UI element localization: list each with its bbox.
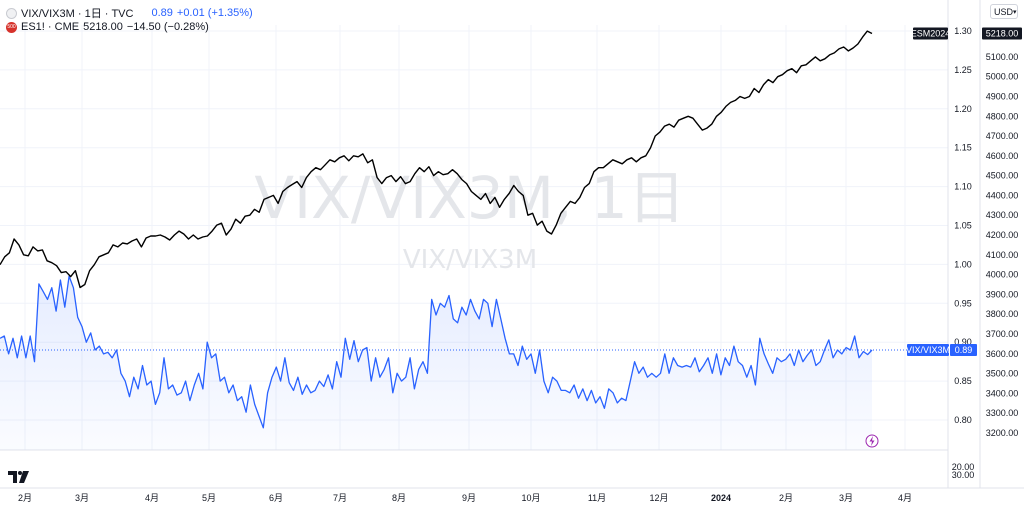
right-axis-tick-label: 4700.00	[986, 131, 1019, 141]
left-axis-tick-label: 0.95	[954, 298, 972, 308]
chart-watermark: VIX/VIX3M, 1日 VIX/VIX3M	[254, 164, 685, 275]
main-change: +0.01 (+1.35%)	[176, 7, 253, 19]
right-axis-tick-label: 4100.00	[986, 250, 1019, 260]
tradingview-logo-icon[interactable]	[8, 471, 30, 483]
main-value: 0.89	[151, 7, 173, 19]
ratio-series-name-label: VIX/VIX3M	[906, 345, 950, 355]
currency-button[interactable]: USD ▾	[990, 4, 1018, 19]
x-axis-tick-label: 2月	[779, 493, 793, 503]
ratio-last-price-label-bg	[950, 343, 977, 356]
left-axis-tick-label: 1.10	[954, 182, 972, 192]
ratio-series-name-label-bg	[907, 343, 949, 356]
right-axis-tick-label: 4500.00	[986, 171, 1019, 181]
left-axis-tick-label: 1.15	[954, 143, 972, 153]
main-series-legend[interactable]: VIX/VIX3M · 1日 · TVC 0.89 +0.01 (+1.35%)	[6, 5, 253, 21]
chart-series	[0, 30, 948, 450]
left-axis-tick-label: 1.30	[954, 26, 972, 36]
x-axis-tick-label: 2024	[711, 493, 731, 503]
currency-label: USD	[994, 6, 1014, 17]
x-axis-tick-label: 2月	[18, 493, 32, 503]
es-logo-icon: 500	[6, 21, 17, 33]
x-axis-tick-label: 5月	[202, 493, 216, 503]
x-axis-tick-label: 10月	[521, 493, 540, 503]
right-axis-tick-label: 3200.00	[986, 428, 1019, 438]
symbol-logo-icon	[6, 7, 17, 19]
left-axis-tick-label: 0.80	[954, 415, 972, 425]
right-axis-tick-label: 3400.00	[986, 388, 1019, 398]
left-axis-tick-label: 1.20	[954, 104, 972, 114]
overlay-series-legend[interactable]: 500 ES1! · CME 5218.00 −14.50 (−0.28%)	[6, 21, 209, 33]
x-axis-tick-label: 7月	[333, 493, 347, 503]
right-axis-tick-label: 4300.00	[986, 210, 1019, 220]
overlay-series-name-label-bg	[913, 27, 948, 40]
overlay-series-name-label: ESM2024	[911, 29, 951, 39]
right-axis-tick-label: 3500.00	[986, 369, 1019, 379]
ratio-series-line[interactable]	[0, 275, 873, 429]
right-axis-tick-label: 5000.00	[986, 72, 1019, 82]
overlay-symbol-label: ES1! · CME	[21, 21, 80, 33]
right-axis-tick-label: 4600.00	[986, 151, 1019, 161]
left-axis-tick-label: 1.05	[954, 221, 972, 231]
left-axis-tick-label: 1.25	[954, 65, 972, 75]
x-axis-tick-label: 12月	[649, 493, 668, 503]
left-axis-tick-label: 0.90	[954, 337, 972, 347]
x-axis-tick-label: 6月	[269, 493, 283, 503]
right-axis-tick-label: 3600.00	[986, 349, 1019, 359]
flash-icon[interactable]	[865, 434, 879, 448]
right-axis-tick-label: 3700.00	[986, 329, 1019, 339]
overlay-series-line[interactable]	[0, 30, 873, 289]
x-axis-tick-label: 3月	[75, 493, 89, 503]
right-axis-tick-label: 3900.00	[986, 289, 1019, 299]
x-axis-tick-label: 9月	[462, 493, 476, 503]
main-symbol-label: VIX/VIX3M · 1日 · TVC	[21, 8, 134, 20]
volume-axis-tick-label: 30.00	[952, 470, 975, 480]
x-axis-tick-label: 3月	[839, 493, 853, 503]
right-axis-tick-label: 4900.00	[986, 91, 1019, 101]
right-axis-tick-label: 4800.00	[986, 111, 1019, 121]
right-axis-tick-label: 3300.00	[986, 408, 1019, 418]
volume-axis-tick-label: 20.00	[952, 462, 975, 472]
ratio-area-fill	[0, 276, 872, 450]
overlay-value: 5218.00	[83, 21, 123, 33]
ratio-last-price-label: 0.89	[955, 345, 973, 355]
price-labels: ESM2024 5218.00 VIX/VIX3M 0.89	[906, 27, 1022, 356]
right-axis-tick-label: 4000.00	[986, 270, 1019, 280]
left-axis-tick-label: 1.00	[954, 259, 972, 269]
overlay-last-price-label: 5218.00	[986, 29, 1019, 39]
x-axis-tick-label: 4月	[145, 493, 159, 503]
right-axis-tick-label: 4400.00	[986, 190, 1019, 200]
chevron-down-icon: ▾	[1013, 8, 1017, 16]
right-axis-tick-label: 5100.00	[986, 52, 1019, 62]
x-axis-tick-label: 11月	[588, 493, 606, 503]
right-axis-tick-label: 4200.00	[986, 230, 1019, 240]
watermark-title: VIX/VIX3M, 1日	[254, 164, 685, 232]
overlay-change: −14.50 (−0.28%)	[126, 21, 209, 33]
overlay-last-price-label-bg	[982, 27, 1022, 40]
x-axis-tick-label: 4月	[898, 493, 912, 503]
left-axis-tick-label: 0.85	[954, 376, 972, 386]
x-axis-tick-label: 8月	[392, 493, 406, 503]
right-axis-tick-label: 3800.00	[986, 309, 1019, 319]
watermark-subtitle: VIX/VIX3M	[403, 245, 537, 275]
